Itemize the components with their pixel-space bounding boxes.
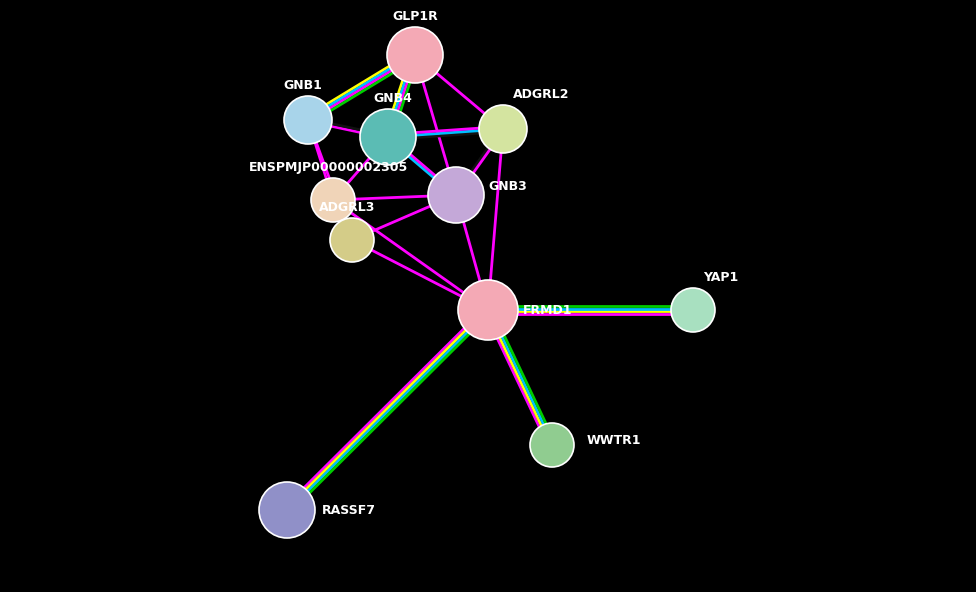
Text: YAP1: YAP1 <box>703 271 738 284</box>
Circle shape <box>284 96 332 144</box>
Circle shape <box>530 423 574 467</box>
Circle shape <box>259 482 315 538</box>
Text: FRMD1: FRMD1 <box>523 304 573 317</box>
Circle shape <box>311 178 355 222</box>
Circle shape <box>330 218 374 262</box>
Text: ADGRL2: ADGRL2 <box>513 88 570 101</box>
Text: WWTR1: WWTR1 <box>587 433 641 446</box>
Circle shape <box>671 288 715 332</box>
Circle shape <box>479 105 527 153</box>
Text: GNB1: GNB1 <box>284 79 322 92</box>
Text: ENSPMJP00000002305: ENSPMJP00000002305 <box>248 161 408 174</box>
Text: GNB4: GNB4 <box>374 92 413 105</box>
Circle shape <box>458 280 518 340</box>
Circle shape <box>387 27 443 83</box>
Text: ADGRL3: ADGRL3 <box>319 201 375 214</box>
Circle shape <box>428 167 484 223</box>
Text: GNB3: GNB3 <box>488 181 527 194</box>
Circle shape <box>360 109 416 165</box>
Text: RASSF7: RASSF7 <box>322 504 376 516</box>
Text: GLP1R: GLP1R <box>392 10 438 23</box>
